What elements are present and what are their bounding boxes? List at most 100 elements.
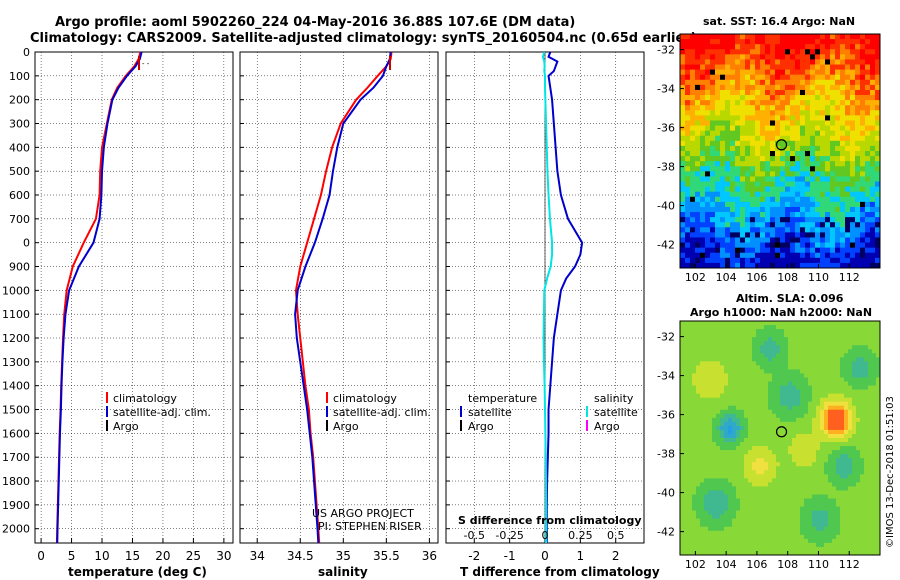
sla-cell: [876, 353, 880, 358]
sla-cell: [684, 462, 689, 467]
sla-cell: [744, 534, 749, 540]
sst-cell: [785, 110, 791, 116]
sst-cell: [835, 222, 841, 228]
sst-cell: [690, 145, 696, 152]
sst-cell: [870, 166, 876, 172]
sla-cell: [692, 514, 697, 520]
sst-cell: [710, 145, 716, 152]
sst-cell: [680, 49, 686, 55]
sla-cell: [696, 498, 701, 503]
sst-cell: [775, 257, 781, 264]
sla-cell: [872, 518, 877, 524]
sst-cell: [760, 49, 766, 55]
sla-cell: [720, 438, 725, 443]
sla-cell: [784, 393, 789, 399]
sla-cell: [828, 349, 833, 354]
sst-cell: [695, 262, 701, 268]
sla-cell: [868, 498, 873, 503]
sla-cell: [776, 337, 781, 342]
sla-cell: [728, 369, 733, 374]
sst-cell: [835, 84, 841, 91]
sst-cell: [715, 140, 721, 147]
sst-cell: [755, 89, 761, 96]
sla-cell: [768, 546, 773, 552]
sla-cell: [712, 353, 717, 358]
temperature-x-axis: 0 5 10 15 20 25 30: [37, 538, 232, 563]
sla-cell: [692, 397, 697, 403]
sst-cell: [735, 69, 741, 76]
sst-cell: [800, 181, 806, 188]
sst-cell: [775, 217, 781, 223]
sla-cell: [756, 389, 761, 395]
sst-cell: [680, 186, 686, 193]
sla-cell: [740, 373, 745, 378]
sst-cell: [830, 69, 836, 76]
sst-cell: [830, 64, 836, 71]
sst-cell: [785, 89, 791, 96]
sst-cell: [840, 232, 846, 238]
sst-cell: [770, 140, 776, 147]
sst-cell: [730, 191, 736, 198]
sla-cell: [720, 349, 725, 354]
sst-cell: [815, 110, 821, 116]
sst-cell: [770, 120, 776, 126]
sla-cell: [836, 530, 841, 536]
sst-cell: [740, 201, 746, 208]
sst-cell: [755, 120, 761, 126]
sst-cell: [790, 59, 796, 65]
sst-cell: [825, 44, 831, 50]
sla-cell: [740, 341, 745, 346]
sst-cell: [745, 206, 751, 213]
sla-cell: [832, 494, 837, 499]
sla-cell: [696, 466, 701, 471]
sst-cell: [695, 64, 701, 71]
sla-cell: [700, 409, 705, 415]
sla-cell: [788, 349, 793, 354]
sla-cell: [704, 405, 709, 411]
sla-cell: [800, 482, 805, 487]
sst-cell: [680, 74, 686, 81]
sla-cell: [720, 353, 725, 358]
sla-cell: [856, 409, 861, 415]
sla-cell: [856, 526, 861, 532]
sla-cell: [708, 333, 713, 338]
sst-cell: [730, 201, 736, 208]
sla-cell: [772, 538, 777, 544]
sst-cell: [760, 201, 766, 208]
sst-cell: [705, 151, 711, 157]
sla-cell: [724, 466, 729, 471]
sla-cell: [848, 329, 853, 334]
sst-cell: [740, 69, 746, 76]
sla-cell: [756, 425, 761, 431]
sla-cell: [720, 486, 725, 491]
sla-cell: [840, 470, 845, 475]
sst-cell: [785, 237, 791, 243]
sla-cell: [752, 446, 757, 451]
sla-cell: [856, 446, 861, 451]
sla-cell: [844, 353, 849, 358]
sst-cell: [735, 130, 741, 137]
sla-cell: [800, 329, 805, 334]
sla-cell: [792, 538, 797, 544]
sla-cell: [820, 349, 825, 354]
sla-cell: [832, 546, 837, 552]
sla-cell: [812, 361, 817, 366]
sla-cell: [748, 421, 753, 427]
sla-cell: [760, 433, 765, 439]
sla-cell: [868, 474, 873, 479]
sst-cell: [810, 262, 816, 268]
sla-cell: [864, 530, 869, 536]
sla-cell: [756, 494, 761, 499]
sst-cell: [765, 156, 771, 162]
sst-cell: [710, 49, 716, 55]
sst-cell: [685, 89, 691, 96]
sla-cell: [760, 494, 765, 499]
sst-cell: [825, 176, 831, 182]
sla-cell: [692, 438, 697, 443]
sla-cell: [760, 349, 765, 354]
sla-cell: [828, 474, 833, 479]
sst-cell: [750, 135, 756, 142]
sla-cell: [812, 442, 817, 447]
sst-cell: [875, 95, 880, 101]
